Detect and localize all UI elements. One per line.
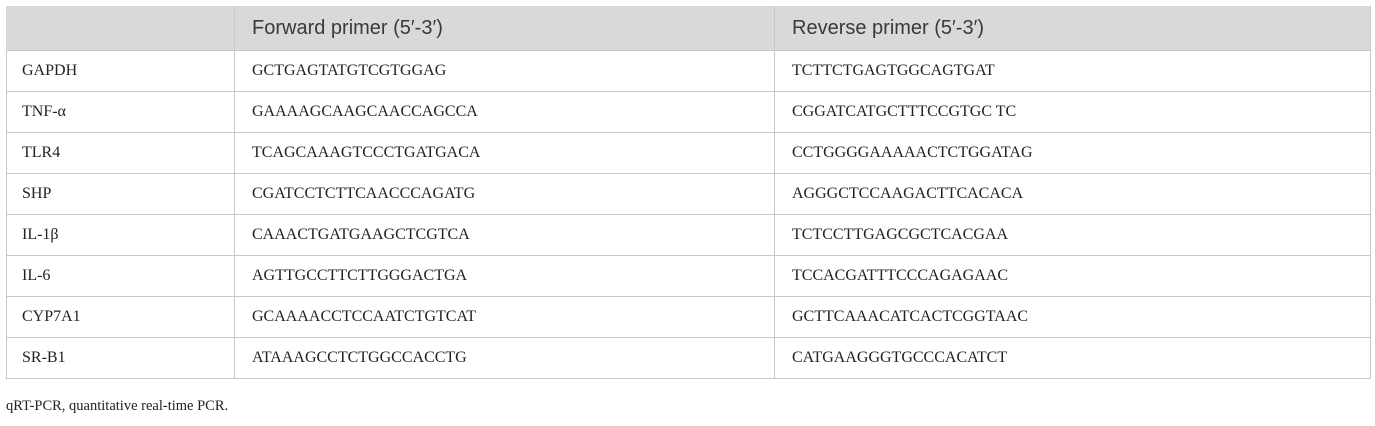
table-footnote: qRT-PCR, quantitative real-time PCR.	[6, 398, 229, 414]
table-row: TNF-α GAAAAGCAAGCAACCAGCCA CGGATCATGCTTT…	[6, 91, 1371, 133]
reverse-primer-seq: CCTGGGGAAAAACTCTGGATAG	[774, 132, 1371, 174]
gene-name: SHP	[6, 173, 235, 215]
gene-name: TNF-α	[6, 91, 235, 133]
header-gene	[6, 6, 235, 51]
reverse-primer-seq: TCTCCTTGAGCGCTCACGAA	[774, 214, 1371, 256]
forward-primer-seq: CGATCCTCTTCAACCCAGATG	[234, 173, 775, 215]
gene-name: IL-1β	[6, 214, 235, 256]
forward-primer-seq: AGTTGCCTTCTTGGGACTGA	[234, 255, 775, 297]
table-row: IL-1β CAAACTGATGAAGCTCGTCA TCTCCTTGAGCGC…	[6, 214, 1371, 256]
table-row: SHP CGATCCTCTTCAACCCAGATG AGGGCTCCAAGACT…	[6, 173, 1371, 215]
table-row: GAPDH GCTGAGTATGTCGTGGAG TCTTCTGAGTGGCAG…	[6, 50, 1371, 92]
forward-primer-seq: GAAAAGCAAGCAACCAGCCA	[234, 91, 775, 133]
forward-primer-seq: GCAAAACCTCCAATCTGTCAT	[234, 296, 775, 338]
reverse-primer-seq: GCTTCAAACATCACTCGGTAAC	[774, 296, 1371, 338]
forward-primer-seq: TCAGCAAAGTCCCTGATGACA	[234, 132, 775, 174]
reverse-primer-seq: TCCACGATTTCCCAGAGAAC	[774, 255, 1371, 297]
header-forward-primer: Forward primer (5′-3′)	[234, 6, 775, 51]
primer-table: Forward primer (5′-3′) Reverse primer (5…	[6, 6, 1371, 379]
header-reverse-primer: Reverse primer (5′-3′)	[774, 6, 1371, 51]
primer-table-container: Forward primer (5′-3′) Reverse primer (5…	[6, 6, 1371, 379]
table-row: SR-B1 ATAAAGCCTCTGGCCACCTG CATGAAGGGTGCC…	[6, 337, 1371, 379]
table-row: IL-6 AGTTGCCTTCTTGGGACTGA TCCACGATTTCCCA…	[6, 255, 1371, 297]
table-row: CYP7A1 GCAAAACCTCCAATCTGTCAT GCTTCAAACAT…	[6, 296, 1371, 338]
reverse-primer-seq: CGGATCATGCTTTCCGTGC TC	[774, 91, 1371, 133]
forward-primer-seq: ATAAAGCCTCTGGCCACCTG	[234, 337, 775, 379]
gene-name: GAPDH	[6, 50, 235, 92]
gene-name: CYP7A1	[6, 296, 235, 338]
gene-name: TLR4	[6, 132, 235, 174]
reverse-primer-seq: AGGGCTCCAAGACTTCACACA	[774, 173, 1371, 215]
reverse-primer-seq: CATGAAGGGTGCCCACATCT	[774, 337, 1371, 379]
reverse-primer-seq: TCTTCTGAGTGGCAGTGAT	[774, 50, 1371, 92]
forward-primer-seq: GCTGAGTATGTCGTGGAG	[234, 50, 775, 92]
table-row: TLR4 TCAGCAAAGTCCCTGATGACA CCTGGGGAAAAAC…	[6, 132, 1371, 174]
gene-name: SR-B1	[6, 337, 235, 379]
forward-primer-seq: CAAACTGATGAAGCTCGTCA	[234, 214, 775, 256]
gene-name: IL-6	[6, 255, 235, 297]
table-header-row: Forward primer (5′-3′) Reverse primer (5…	[6, 6, 1371, 51]
